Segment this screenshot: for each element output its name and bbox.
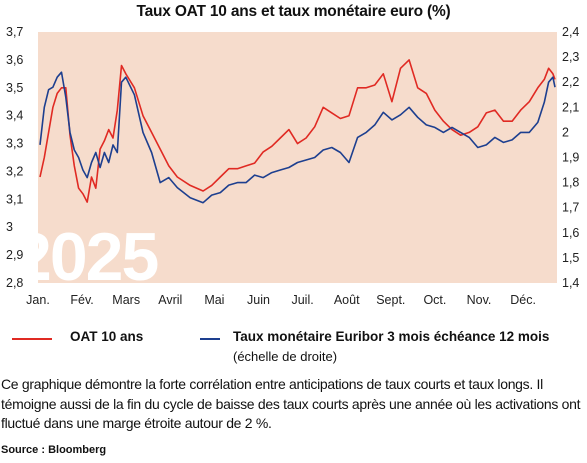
x-tick-label: Sept.: [376, 293, 405, 307]
year-watermark: 2025: [14, 219, 157, 295]
left-tick-label: 2,8: [6, 276, 23, 290]
left-tick-label: 3,7: [6, 25, 23, 39]
left-tick-label: 3,2: [6, 164, 23, 178]
chart: 2025 2,8 2,9 3 3,1 3,2 3,3 3,4 3,5 3,6 3,7 1,4 1,5…: [6, 25, 579, 307]
left-tick-label: 3,5: [6, 81, 23, 95]
right-tick-label: 2,3: [562, 50, 579, 64]
right-tick-label: 2: [562, 125, 569, 139]
x-tick-label: Déc.: [510, 293, 536, 307]
legend-euribor-note: (échelle de droite): [233, 349, 338, 364]
right-tick-label: 1,4: [562, 276, 579, 290]
right-axis-tick-labels: 1,4 1,5 1,6 1,7 1,8 1,9 2 2,1 2,2 2,3 2,4: [562, 25, 579, 290]
x-tick-label: Août: [334, 293, 360, 307]
caption: Ce graphique démontre la forte corrélati…: [1, 376, 581, 431]
x-tick-label: Oct.: [423, 293, 446, 307]
left-tick-label: 3,1: [6, 192, 23, 206]
source-note: Source : Bloomberg: [1, 444, 107, 456]
right-tick-label: 1,7: [562, 201, 579, 215]
right-tick-label: 2,1: [562, 100, 579, 114]
series-lines: [39, 59, 556, 204]
x-tick-label: Juil.: [291, 293, 313, 307]
x-tick-label: Avril: [158, 293, 182, 307]
right-tick-label: 2,2: [562, 75, 579, 89]
euribor-line: [39, 71, 556, 204]
x-tick-label: Jan.: [26, 293, 50, 307]
right-tick-label: 1,8: [562, 176, 579, 190]
chart-title: Taux OAT 10 ans et taux monétaire euro (…: [136, 3, 451, 20]
legend-euribor-swatch: [200, 338, 220, 340]
left-tick-label: 3,3: [6, 137, 23, 151]
right-tick-label: 1,9: [562, 151, 579, 165]
right-tick-label: 1,5: [562, 251, 579, 265]
left-tick-label: 3,6: [6, 53, 23, 67]
left-tick-label: 3: [6, 220, 13, 234]
left-tick-label: 3,4: [6, 109, 23, 123]
right-tick-label: 1,6: [562, 226, 579, 240]
legend-oat-swatch: [12, 338, 52, 340]
legend-euribor-label: Taux monétaire Euribor 3 mois échéance 1…: [233, 329, 550, 344]
plot-background: [38, 32, 557, 283]
x-tick-label: Nov.: [467, 293, 492, 307]
legend-oat-label: OAT 10 ans: [70, 329, 144, 344]
x-tick-label: Mai: [204, 293, 224, 307]
x-tick-label: Mars: [112, 293, 140, 307]
right-tick-label: 2,4: [562, 25, 579, 39]
x-tick-label: Juin: [247, 293, 270, 307]
x-axis-tick-labels: Jan. Fév. Mars Avril Mai Juin Juil. Août Sept. Oc…: [26, 293, 536, 307]
left-tick-label: 2,9: [6, 248, 23, 262]
left-axis-tick-labels: 2,8 2,9 3 3,1 3,2 3,3 3,4 3,5 3,6 3,7: [6, 25, 23, 290]
oat-10y-line: [39, 59, 556, 203]
x-tick-label: Fév.: [70, 293, 93, 307]
